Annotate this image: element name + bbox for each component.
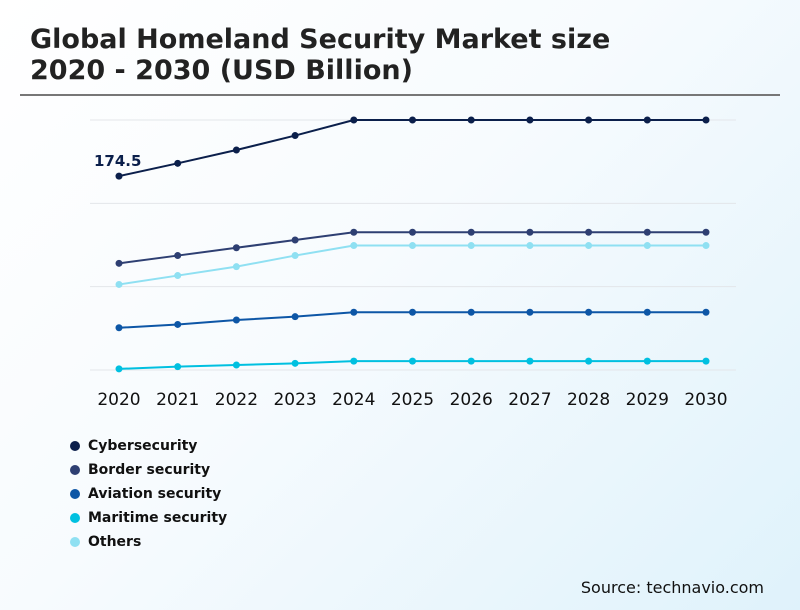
data-point	[467, 242, 475, 250]
legend-item: Maritime security	[70, 506, 227, 530]
data-point	[702, 357, 710, 365]
x-tick-label: 2028	[567, 390, 610, 410]
legend-item: Others	[70, 530, 227, 554]
data-point	[174, 272, 182, 280]
data-point	[526, 228, 534, 236]
data-point	[350, 116, 358, 124]
legend-item: Cybersecurity	[70, 434, 227, 458]
data-point	[409, 228, 416, 236]
data-point	[585, 242, 593, 250]
data-label: 174.5	[94, 152, 141, 170]
x-tick-label: 2027	[508, 390, 551, 410]
legend-label: Border security	[88, 462, 211, 478]
title-line-1: Global Homeland Security Market size	[30, 24, 611, 55]
data-point	[585, 228, 593, 236]
data-point	[115, 172, 123, 180]
data-point	[115, 280, 123, 288]
x-tick-label: 2024	[332, 390, 375, 410]
data-point	[585, 357, 593, 365]
data-point	[702, 308, 710, 316]
legend-item: Border security	[70, 458, 227, 482]
data-point	[232, 263, 240, 271]
legend-dot-icon	[70, 513, 80, 523]
data-point	[350, 357, 358, 365]
data-point	[409, 308, 416, 316]
legend-label: Cybersecurity	[88, 438, 198, 454]
legend-dot-icon	[70, 537, 80, 547]
legend-dot-icon	[70, 465, 80, 475]
title-divider	[20, 94, 780, 96]
x-tick-label: 2030	[684, 390, 727, 410]
data-point	[232, 146, 240, 154]
data-point	[291, 236, 299, 244]
legend-label: Maritime security	[88, 510, 228, 526]
data-point	[291, 252, 299, 260]
data-point	[115, 365, 123, 373]
data-point	[643, 116, 651, 124]
data-point	[702, 228, 710, 236]
data-point	[291, 313, 299, 321]
x-tick-label: 2021	[156, 390, 199, 410]
data-point	[409, 357, 416, 365]
data-point	[174, 159, 182, 167]
data-point	[409, 116, 416, 124]
x-tick-label: 2022	[215, 390, 258, 410]
legend: Cybersecurity Border security Aviation sec…	[70, 434, 227, 554]
data-point	[643, 228, 651, 236]
data-point	[409, 242, 416, 250]
data-point	[350, 228, 358, 236]
data-point	[174, 252, 182, 260]
legend-label: Others	[88, 534, 142, 550]
data-point	[585, 308, 593, 316]
x-tick-label: 2023	[273, 390, 316, 410]
data-point	[585, 116, 593, 124]
source-text: Source: technavio.com	[580, 578, 764, 597]
data-point	[526, 242, 534, 250]
data-point	[643, 242, 651, 250]
data-point	[232, 316, 240, 324]
data-point	[115, 259, 123, 267]
data-point	[350, 308, 358, 316]
x-tick-label: 2026	[450, 390, 493, 410]
data-point	[174, 363, 182, 371]
data-point	[232, 244, 240, 252]
data-point	[467, 357, 475, 365]
data-point	[702, 242, 710, 250]
x-tick-label: 2029	[626, 390, 669, 410]
data-point	[232, 361, 240, 369]
data-point	[526, 116, 534, 124]
legend-dot-icon	[70, 441, 80, 451]
legend-item: Aviation security	[70, 482, 227, 506]
data-point	[467, 228, 475, 236]
data-point	[291, 359, 299, 367]
title-line-2: 2020 - 2030 (USD Billion)	[30, 55, 413, 86]
data-point	[526, 308, 534, 316]
data-point	[291, 132, 299, 140]
data-point	[467, 116, 475, 124]
data-point	[467, 308, 475, 316]
chart-title: Global Homeland Security Market size 2020…	[30, 24, 610, 86]
x-tick-label: 2020	[97, 390, 140, 410]
data-point	[350, 242, 358, 250]
data-point	[643, 308, 651, 316]
x-tick-label: 2025	[391, 390, 434, 410]
legend-dot-icon	[70, 489, 80, 499]
data-point	[174, 320, 182, 328]
series-line-cybersecurity	[118, 119, 706, 178]
data-point	[643, 357, 651, 365]
data-point	[702, 116, 710, 124]
data-point	[115, 324, 123, 332]
data-point	[526, 357, 534, 365]
legend-label: Aviation security	[88, 486, 222, 502]
